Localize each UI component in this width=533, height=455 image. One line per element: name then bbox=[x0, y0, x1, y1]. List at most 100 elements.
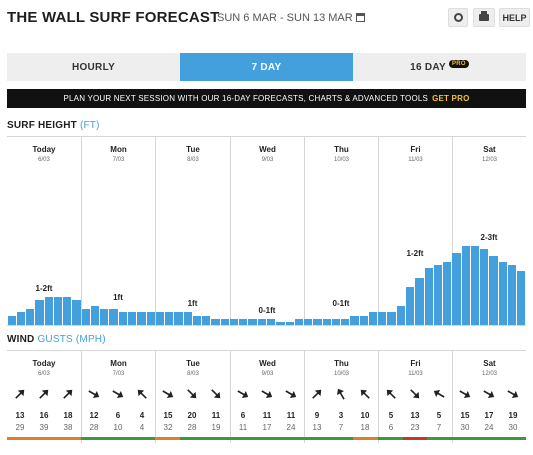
wind-rating-bar bbox=[81, 437, 106, 440]
surf-height-chart: Today 6/03 Mon 7/03 Tue 8/03 Wed 9/03 Thu 10/03 Fr… bbox=[7, 136, 526, 326]
surf-bar bbox=[304, 318, 313, 325]
day-column: Mon 7/03 bbox=[81, 351, 155, 443]
wind-speed: 13 bbox=[410, 411, 420, 420]
surf-bar bbox=[229, 318, 239, 325]
day-name: Wed bbox=[259, 145, 276, 154]
promo-banner[interactable]: PLAN YOUR NEXT SESSION WITH OUR 16-DAY F… bbox=[7, 89, 526, 108]
day-column: Tue 8/03 bbox=[155, 351, 230, 443]
help-button[interactable]: HELP bbox=[499, 8, 530, 27]
day-name: Today bbox=[32, 145, 56, 154]
surf-bar bbox=[63, 296, 72, 325]
wind-speed: 20 bbox=[187, 411, 197, 420]
surf-height-label: 1-2ft bbox=[406, 249, 424, 258]
day-name: Sat bbox=[483, 359, 496, 368]
wind-rating-bar bbox=[501, 437, 526, 440]
surf-height-label: 0-1ft bbox=[258, 305, 276, 315]
wind-speed: 16 bbox=[39, 411, 49, 420]
wind-rating-bar bbox=[56, 437, 81, 440]
day-name: Tue bbox=[186, 359, 200, 368]
day-date: 7/03 bbox=[112, 371, 125, 377]
surf-bar bbox=[109, 309, 118, 325]
surf-bar bbox=[211, 318, 220, 325]
day-name: Mon bbox=[110, 145, 127, 154]
calendar-icon[interactable] bbox=[355, 13, 365, 22]
wind-speed: 11 bbox=[262, 411, 272, 420]
settings-button[interactable] bbox=[448, 8, 468, 27]
pro-badge: PRO bbox=[449, 60, 469, 68]
day-date: 8/03 bbox=[187, 157, 199, 163]
wind-speed: 9 bbox=[314, 411, 320, 420]
day-date: 6/03 bbox=[38, 157, 50, 163]
day-date: 12/03 bbox=[481, 157, 497, 163]
day-column: Wed 9/03 bbox=[230, 351, 304, 443]
surf-bar bbox=[239, 318, 248, 325]
surf-bar bbox=[331, 318, 341, 325]
date-range-label: SUN 6 MAR - SUN 13 MAR bbox=[217, 12, 353, 24]
wind-gust: 28 bbox=[89, 423, 99, 432]
wind-direction-arrow-icon bbox=[108, 384, 127, 403]
surf-bar bbox=[424, 268, 433, 325]
surf-height-unit[interactable]: (FT) bbox=[79, 120, 100, 131]
day-date: 7/03 bbox=[112, 157, 125, 163]
surf-bar bbox=[7, 315, 16, 325]
wind-forecast: Today 6/03 Mon 7/03 Tue 8/03 Wed 9/03 Thu 10/03 Fr… bbox=[7, 350, 526, 443]
wind-speed: 15 bbox=[460, 411, 470, 420]
wind-gust: 19 bbox=[211, 423, 221, 432]
day-date: 9/03 bbox=[261, 371, 274, 377]
surf-bar bbox=[443, 262, 452, 325]
wind-speed: 19 bbox=[508, 411, 518, 420]
wind-rating-bar bbox=[476, 437, 502, 440]
wind-rating-bar bbox=[427, 437, 452, 440]
surf-height-heading: SURF HEIGHT (FT) bbox=[7, 120, 100, 131]
surf-bar bbox=[294, 318, 304, 325]
wind-direction-arrow-icon bbox=[503, 384, 522, 403]
surf-bar bbox=[285, 321, 294, 325]
wind-direction-arrow-icon bbox=[405, 384, 425, 404]
surf-height-label: 1ft bbox=[113, 293, 123, 303]
tab-hourly[interactable]: HOURLY bbox=[7, 53, 180, 81]
day-date: 11/03 bbox=[408, 157, 423, 163]
gear-icon bbox=[453, 13, 463, 22]
wind-unit[interactable]: GUSTS (MPH) bbox=[37, 334, 106, 345]
wind-direction-arrow-icon bbox=[233, 384, 252, 403]
wind-gust: 24 bbox=[484, 423, 494, 432]
day-name: Sat bbox=[483, 145, 496, 154]
wind-speed: 4 bbox=[139, 411, 145, 420]
get-pro-link[interactable]: GET PRO bbox=[432, 94, 470, 103]
surf-bar bbox=[507, 265, 517, 325]
wind-direction-arrow-icon bbox=[158, 384, 177, 403]
promo-text: PLAN YOUR NEXT SESSION WITH OUR 16-DAY F… bbox=[63, 94, 429, 103]
surf-bar bbox=[155, 312, 165, 325]
wind-rating-bar bbox=[279, 437, 304, 440]
print-button[interactable] bbox=[473, 8, 495, 27]
surf-bar bbox=[415, 277, 424, 325]
day-column: Thu 10/03 bbox=[304, 137, 378, 325]
wind-gust: 32 bbox=[163, 423, 173, 432]
day-column: Thu 10/03 bbox=[304, 351, 378, 443]
surf-bar bbox=[313, 318, 322, 325]
tab-7-day[interactable]: 7 DAY bbox=[180, 53, 353, 81]
wind-direction-arrow-icon bbox=[34, 384, 54, 404]
surf-bar bbox=[378, 312, 387, 325]
surf-bar bbox=[396, 306, 406, 325]
wind-rating-bar bbox=[402, 437, 428, 440]
wind-rating-bar bbox=[130, 437, 155, 440]
day-column: Today 6/03 bbox=[7, 351, 81, 443]
wind-direction-arrow-icon bbox=[429, 384, 448, 403]
wind-speed: 5 bbox=[388, 411, 394, 420]
tab-16-day[interactable]: 16 DAY PRO bbox=[353, 53, 526, 81]
surf-bar bbox=[350, 315, 359, 325]
surf-bar bbox=[470, 246, 480, 325]
day-name: Fri bbox=[410, 359, 421, 368]
surf-bar bbox=[72, 299, 81, 325]
wind-rating-bar bbox=[353, 437, 378, 440]
wind-gust: 11 bbox=[238, 423, 248, 432]
day-column: Fri 11/03 bbox=[378, 351, 452, 443]
day-name: Mon bbox=[110, 359, 127, 368]
wind-gust: 18 bbox=[360, 423, 370, 432]
wind-gust: 29 bbox=[15, 423, 25, 432]
wind-rating-bar bbox=[328, 437, 354, 440]
wind-speed: 11 bbox=[211, 411, 221, 420]
day-name: Fri bbox=[410, 145, 421, 154]
surf-bar bbox=[35, 299, 44, 325]
